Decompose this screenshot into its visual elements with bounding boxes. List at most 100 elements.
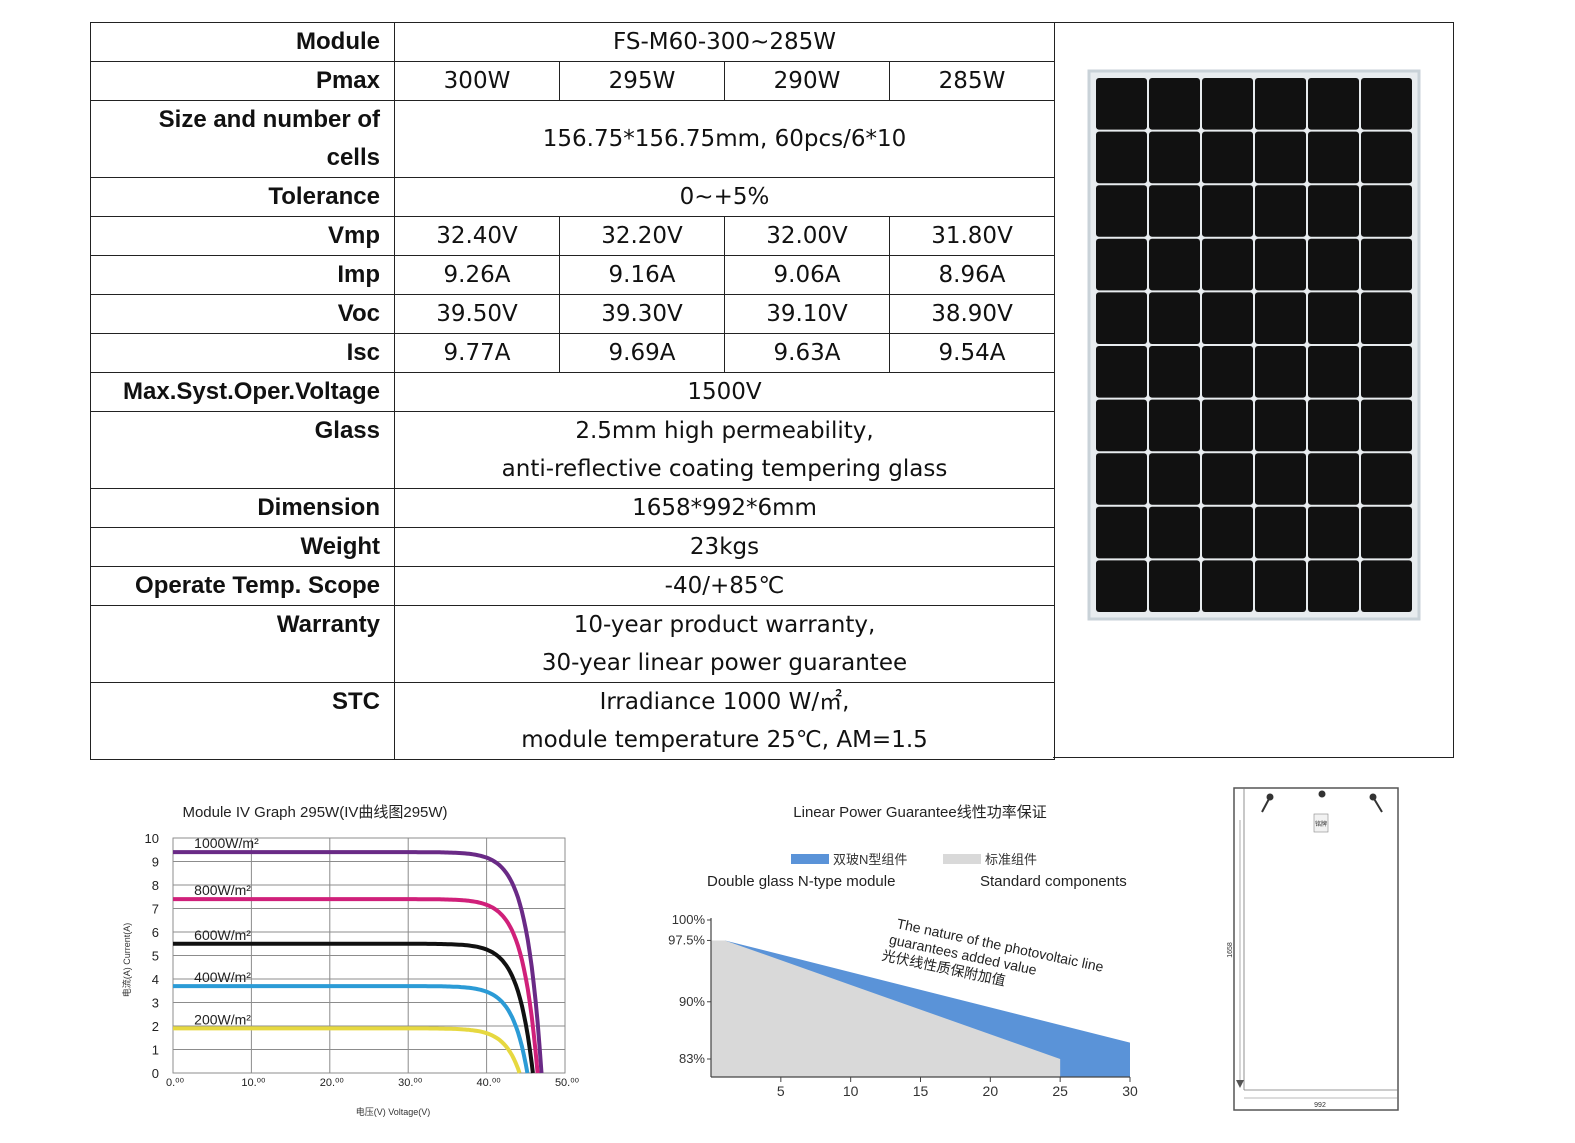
dimension-value: 1658*992*6mm: [393, 488, 1056, 528]
iv-curve: [173, 897, 540, 1074]
iv-series-label: 600W/m²: [194, 927, 251, 943]
drawing-frame: [1233, 787, 1399, 1111]
lp-area-standard: [711, 940, 1061, 1077]
lp-y-tick-label: 90%: [679, 994, 705, 1009]
weight-label: Weight: [90, 527, 395, 567]
row-module: Module FS-M60-300~285W: [90, 22, 1056, 62]
mounting-slot-icon: [1372, 796, 1383, 813]
solar-cell: [1361, 78, 1412, 130]
solar-cell: [1308, 131, 1359, 184]
iv-y-tick-label: 3: [152, 996, 159, 1011]
solar-panel-image: [1087, 69, 1421, 621]
iv-graph: Module IV Graph 295W(IV曲线图295W) 电流(A) Cu…: [121, 804, 580, 1117]
iv-y-tick-label: 2: [152, 1019, 159, 1034]
vmp-value: 32.40V: [394, 216, 560, 256]
legend-gray-en: Standard components: [980, 873, 1127, 890]
solar-cell: [1149, 238, 1200, 291]
solar-cell: [1255, 506, 1306, 559]
iv-y-tick-label: 4: [152, 972, 159, 987]
stc-line2: module temperature 25℃, AM=1.5: [521, 727, 928, 753]
vmp-value: 32.00V: [724, 216, 890, 256]
temp-value: -40/+85℃: [393, 566, 1056, 606]
solar-cell: [1361, 506, 1412, 559]
iv-x-tick-label: 20.⁰⁰: [320, 1077, 345, 1089]
iv-x-tick-label: 40.⁰⁰: [477, 1077, 502, 1089]
row-stc: STC Irradiance 1000 W/㎡, module temperat…: [90, 682, 1056, 760]
solar-cell: [1096, 506, 1147, 559]
cells-label-line1: Size and number of: [158, 106, 380, 133]
iv-x-tick-label: 50.⁰⁰: [555, 1077, 580, 1089]
imp-label: Imp: [90, 255, 395, 295]
solar-cell: [1202, 238, 1253, 291]
voc-value: 38.90V: [888, 294, 1056, 334]
cells-label-line2: cells: [326, 144, 380, 171]
dimension-drawing: 铭牌 1658 992: [1227, 787, 1399, 1111]
warranty-line1: 10-year product warranty,: [573, 612, 876, 638]
solar-cell: [1361, 185, 1412, 237]
warranty-line2: 30-year linear power guarantee: [541, 650, 908, 676]
solar-cell: [1202, 78, 1253, 130]
voc-value: 39.10V: [724, 294, 890, 334]
iv-ylabel: 电流(A) Current(A): [121, 923, 132, 998]
legend-gray-cn: 标准组件: [985, 852, 1037, 867]
solar-cell: [1096, 292, 1147, 344]
dimension-label: Dimension: [90, 488, 395, 528]
imp-value: 9.16A: [559, 255, 725, 295]
temp-label: Operate Temp. Scope: [90, 566, 395, 606]
isc-value: 9.77A: [394, 333, 560, 373]
solar-cell: [1202, 560, 1253, 612]
glass-value: 2.5mm high permeability, anti-reflective…: [393, 411, 1056, 489]
iv-y-tick-label: 1: [152, 1043, 159, 1058]
stc-value: Irradiance 1000 W/㎡, module temperature …: [393, 682, 1056, 760]
iv-x-tick-label: 30.⁰⁰: [398, 1077, 423, 1089]
max-voltage-label: Max.Syst.Oper.Voltage: [90, 372, 395, 412]
solar-cell: [1308, 78, 1359, 130]
iv-y-tick-label: 10: [145, 831, 159, 846]
solar-cell: [1255, 238, 1306, 291]
iv-series-label: 200W/m²: [194, 1011, 251, 1027]
solar-cell: [1255, 346, 1306, 398]
tolerance-value: 0~+5%: [393, 177, 1056, 217]
solar-cell: [1096, 185, 1147, 237]
row-isc: Isc 9.77A 9.69A 9.63A 9.54A: [90, 333, 1056, 373]
solar-cell: [1202, 185, 1253, 237]
height-label: 1658: [1227, 942, 1234, 958]
solar-cell: [1308, 506, 1359, 559]
voc-value: 39.50V: [394, 294, 560, 334]
solar-cell: [1149, 131, 1200, 184]
pmax-value: 285W: [888, 61, 1056, 101]
iv-xlabel: 电压(V) Voltage(V): [356, 1106, 431, 1117]
iv-y-tick-label: 8: [152, 878, 159, 893]
iv-y-tick-label: 6: [152, 925, 159, 940]
row-max-voltage: Max.Syst.Oper.Voltage 1500V: [90, 372, 1056, 412]
solar-cell: [1096, 131, 1147, 184]
row-voc: Voc 39.50V 39.30V 39.10V 38.90V: [90, 294, 1056, 334]
lp-y-tick-label: 97.5%: [668, 932, 705, 947]
pmax-value: 300W: [394, 61, 560, 101]
solar-cell: [1096, 78, 1147, 130]
solar-cell: [1361, 292, 1412, 344]
module-label: Module: [90, 22, 395, 62]
iv-y-tick-label: 0: [152, 1066, 159, 1081]
voc-label: Voc: [90, 294, 395, 334]
iv-curve: [173, 941, 535, 1074]
row-pmax: Pmax 300W 295W 290W 285W: [90, 61, 1056, 101]
nameplate-label: 铭牌: [1315, 820, 1327, 828]
solar-cell: [1149, 346, 1200, 398]
solar-cell: [1308, 346, 1359, 398]
lp-y-tick-label: 83%: [679, 1051, 705, 1066]
glass-line2: anti-reflective coating tempering glass: [501, 456, 948, 482]
iv-y-tick-label: 9: [152, 855, 159, 870]
row-vmp: Vmp 32.40V 32.20V 32.00V 31.80V: [90, 216, 1056, 256]
lp-x-tick-label: 15: [913, 1083, 929, 1099]
solar-cell: [1096, 399, 1147, 452]
solar-cell: [1096, 453, 1147, 505]
imp-value: 9.06A: [724, 255, 890, 295]
pmax-label: Pmax: [90, 61, 395, 101]
vmp-label: Vmp: [90, 216, 395, 256]
solar-cell: [1255, 560, 1306, 612]
solar-cell: [1149, 78, 1200, 130]
solar-cell: [1361, 399, 1412, 452]
solar-cell: [1202, 453, 1253, 505]
solar-cell: [1361, 238, 1412, 291]
